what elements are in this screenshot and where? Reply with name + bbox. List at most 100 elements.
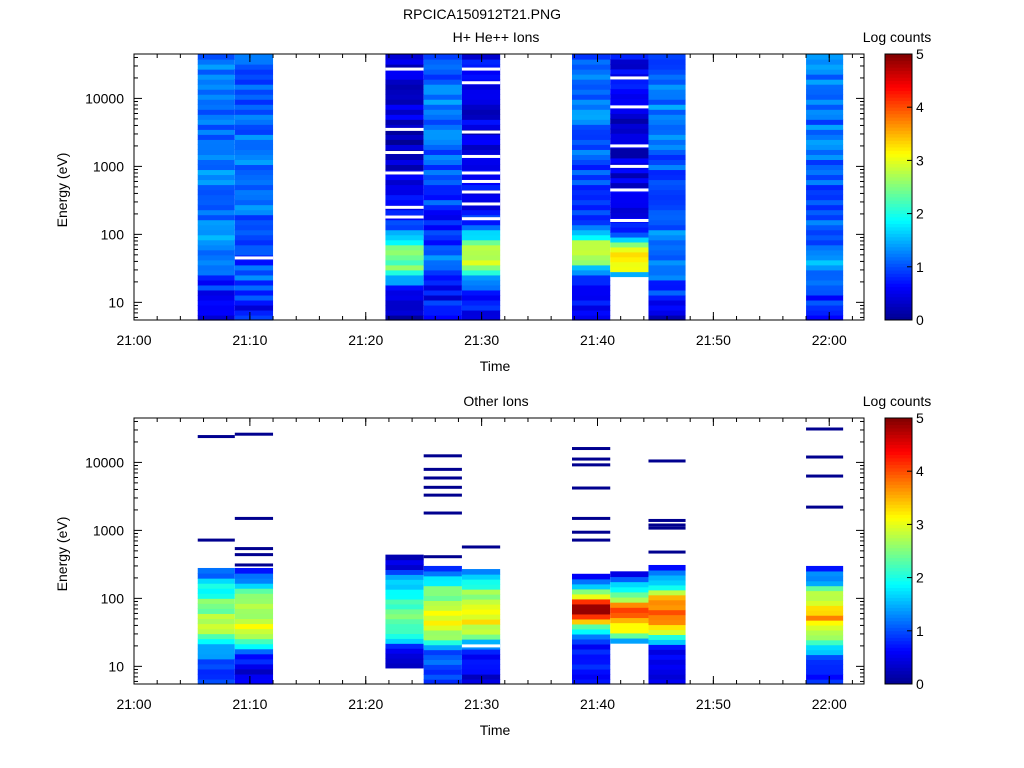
colorbar-label: Log counts [863,393,932,409]
energy-bin [385,54,424,60]
energy-bin [461,629,501,635]
colorbar-step [885,312,912,318]
energy-bin [197,299,235,306]
energy-bin [234,144,274,150]
energy-bin [197,64,235,70]
energy-bin [648,669,686,675]
energy-bin [234,239,274,246]
colorbar-step [885,289,912,294]
single-count-bin [572,538,611,542]
energy-bin [234,99,274,105]
x-axis-label: Time [480,722,511,738]
energy-bin [385,89,424,95]
energy-bin [572,309,611,316]
x-tick-label: 21:50 [696,696,731,712]
energy-bin [572,59,611,65]
energy-bin [423,234,462,241]
energy-bin [806,590,844,597]
energy-bin [806,69,844,75]
missing-bin [610,188,649,192]
energy-bin [423,89,462,95]
colorbar-tick-label: 2 [916,570,924,586]
colorbar-step [885,583,912,588]
colorbar-step [885,120,912,125]
energy-bin [197,194,235,201]
energy-bin [572,618,611,625]
colorbar-step [885,110,912,115]
energy-bin [572,578,611,585]
energy-bin [423,314,462,321]
energy-bin [197,144,235,150]
energy-bin [572,284,611,291]
energy-bin [385,299,424,306]
energy-bin [461,274,501,281]
colorbar-step [885,96,912,101]
energy-bin [648,134,686,140]
energy-bin [197,633,235,640]
energy-bin [197,658,235,665]
energy-bin [806,249,844,256]
energy-bin [385,174,424,181]
energy-bin [461,289,501,296]
colorbar-step [885,660,912,665]
energy-bin [461,604,501,610]
energy-bin [572,194,611,201]
energy-bin [423,634,462,641]
energy-bin [806,89,844,95]
energy-bin [572,269,611,276]
energy-bin [806,209,844,216]
colorbar-step [885,680,912,685]
colorbar-step [885,514,912,519]
colorbar-step [885,477,912,482]
energy-bin [234,628,274,635]
time-column [806,427,844,685]
colorbar-step [885,630,912,635]
energy-bin [461,659,501,665]
energy-bin [572,124,611,130]
energy-bin [423,259,462,266]
energy-bin [648,659,686,665]
energy-bin [806,109,844,115]
energy-bin [385,648,424,654]
colorbar-step [885,150,912,155]
energy-bin [572,79,611,85]
energy-bin [461,664,501,670]
energy-bin [385,59,424,65]
colorbar-step [885,617,912,622]
colorbar-step [885,454,912,459]
colorbar-tick-label: 4 [916,99,924,115]
energy-bin [461,54,501,60]
energy-bin [423,299,462,306]
energy-bin [806,204,844,211]
colorbar-step [885,239,912,244]
energy-bin [806,299,844,306]
colorbar-step [885,567,912,572]
energy-bin [806,154,844,160]
energy-bin [648,209,686,216]
energy-bin [648,59,686,65]
energy-bin [461,194,501,201]
colorbar-step [885,434,912,439]
energy-bin [423,615,462,621]
time-column [610,571,649,644]
colorbar-step [885,487,912,492]
energy-bin [197,149,235,155]
energy-bin [806,119,844,125]
colorbar-step [885,259,912,264]
energy-bin [385,264,424,271]
colorbar-step [885,283,912,288]
colorbar-step [885,520,912,525]
energy-bin [572,254,611,261]
energy-bin [385,99,424,105]
energy-bin [423,69,462,75]
energy-bin [197,169,235,176]
panel-title: H+ He++ Ions [453,29,540,45]
energy-bin [423,279,462,286]
energy-bin [461,239,501,246]
energy-bin [385,309,424,316]
energy-bin [234,608,274,614]
time-column [197,435,235,685]
energy-bin [197,274,235,281]
energy-bin [385,274,424,281]
colorbar-step [885,557,912,562]
